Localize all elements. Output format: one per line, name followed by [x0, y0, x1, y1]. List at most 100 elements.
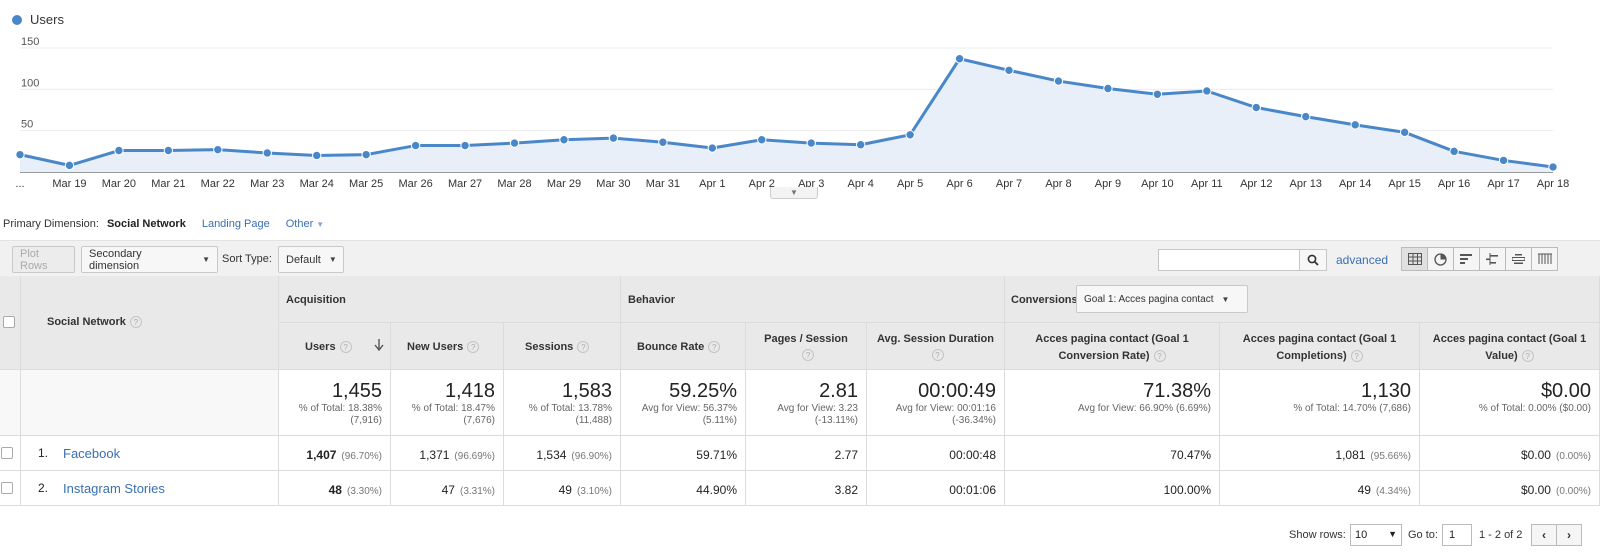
data-point[interactable]	[1004, 65, 1014, 76]
data-point[interactable]	[64, 160, 75, 171]
data-point[interactable]	[1498, 155, 1509, 166]
data-point[interactable]	[1301, 111, 1311, 122]
data-point[interactable]	[1449, 146, 1459, 157]
row-avg-duration-cell: 00:01:06	[867, 471, 1005, 506]
data-point[interactable]	[312, 150, 322, 161]
col-header-conv-rate[interactable]: Acces pagina contact (Goal 1 Conversion …	[1005, 323, 1220, 370]
row-new-users-cell: 47 (3.31%)	[391, 471, 504, 506]
search-button[interactable]	[1299, 249, 1327, 271]
row-instagram-stories-link[interactable]: Instagram Stories	[63, 481, 165, 496]
col-header-sessions[interactable]: Sessions?	[504, 323, 621, 370]
collapse-chart-handle[interactable]: ▼	[770, 187, 818, 199]
table-search-input[interactable]	[1158, 249, 1300, 271]
col-header-bounce-rate[interactable]: Bounce Rate?	[621, 323, 746, 370]
col-header-completions[interactable]: Acces pagina contact (Goal 1 Completions…	[1220, 323, 1420, 370]
col-header-avg-duration[interactable]: Avg. Session Duration?	[867, 323, 1005, 370]
summary-sessions-value: 1,583	[561, 380, 612, 402]
row-checkbox[interactable]	[1, 447, 13, 459]
dimension-landing-page[interactable]: Landing Page	[201, 218, 270, 230]
data-point[interactable]	[905, 130, 915, 140]
help-icon[interactable]: ?	[339, 341, 352, 354]
x-tick-label: Apr 6	[946, 178, 972, 190]
view-comparison-button[interactable]	[1479, 247, 1506, 271]
data-point[interactable]	[954, 54, 965, 64]
data-point[interactable]	[262, 148, 272, 158]
data-point[interactable]	[658, 137, 668, 147]
row-users-cell: 1,407 (96.70%)	[279, 436, 391, 471]
users-line-chart[interactable]: 50 100 150... Mar 19 Mar 20 Mar 21 Mar 22 Mar 2…	[0, 0, 1600, 200]
data-point[interactable]	[1202, 86, 1212, 96]
data-point[interactable]	[509, 138, 520, 148]
row-facebook-link[interactable]: Facebook	[63, 446, 121, 461]
data-point[interactable]	[15, 149, 25, 160]
data-point[interactable]	[163, 145, 174, 156]
help-icon[interactable]: ?	[1153, 350, 1166, 363]
goal-select-dropdown[interactable]: Goal 1: Acces pagina contact ▼	[1076, 285, 1248, 313]
data-point[interactable]	[806, 138, 816, 148]
summary-new-users: 1,418 % of Total: 18.47% (7,676)	[391, 370, 504, 436]
bar-list-icon	[1460, 254, 1472, 264]
data-point[interactable]	[559, 135, 569, 145]
data-point[interactable]	[1053, 76, 1064, 86]
data-point[interactable]	[361, 149, 371, 160]
x-tick-label: Apr 8	[1045, 178, 1071, 190]
data-point[interactable]	[1548, 162, 1558, 172]
view-table-button[interactable]	[1401, 247, 1428, 271]
help-icon[interactable]: ?	[1521, 350, 1534, 363]
summary-avg-duration-value: 00:00:49	[918, 380, 996, 402]
dimension-other[interactable]: Other ▼	[286, 218, 324, 230]
data-point[interactable]	[114, 145, 124, 156]
row-pages-session: 2.77	[834, 448, 858, 462]
secondary-dimension-dropdown[interactable]: Secondary dimension ▼	[81, 246, 218, 273]
data-point[interactable]	[213, 144, 223, 155]
next-page-button[interactable]: ›	[1556, 524, 1582, 546]
caret-down-icon: ▼	[328, 255, 337, 264]
data-point[interactable]	[855, 140, 866, 150]
goto-page-input[interactable]: 1	[1442, 524, 1472, 546]
col-header-value[interactable]: Acces pagina contact (Goal 1 Value)?	[1420, 323, 1600, 370]
help-icon[interactable]: ?	[802, 349, 814, 362]
prev-page-button[interactable]: ‹	[1531, 524, 1557, 546]
row-avg-duration: 00:01:06	[949, 483, 996, 497]
help-icon[interactable]: ?	[931, 349, 944, 362]
caret-down-icon: ▼	[316, 220, 325, 229]
row-checkbox[interactable]	[1, 482, 13, 494]
users-area	[20, 58, 1553, 172]
col-label-new-users: New Users	[407, 341, 464, 353]
view-performance-button[interactable]	[1453, 247, 1480, 271]
help-icon[interactable]: ?	[1350, 350, 1363, 363]
view-percentage-button[interactable]	[1427, 247, 1454, 271]
data-point[interactable]	[608, 133, 619, 143]
data-point[interactable]	[1399, 127, 1410, 138]
show-rows-select[interactable]: 10 ▼	[1350, 524, 1402, 546]
col-header-new-users[interactable]: New Users?	[391, 323, 504, 370]
select-all-cell	[0, 276, 21, 370]
view-pivot-button[interactable]	[1531, 247, 1558, 271]
search-icon	[1307, 254, 1319, 266]
data-point[interactable]	[410, 140, 421, 151]
sort-type-dropdown[interactable]: Default ▼	[278, 246, 344, 273]
select-all-checkbox[interactable]	[3, 316, 15, 328]
advanced-filter-link[interactable]: advanced	[1336, 253, 1389, 267]
plot-rows-button[interactable]: Plot Rows	[12, 246, 75, 273]
view-term-cloud-button[interactable]	[1505, 247, 1532, 271]
data-point[interactable]	[1152, 89, 1163, 99]
row-sessions-pct: (3.10%)	[576, 486, 612, 497]
help-icon[interactable]: ?	[708, 341, 721, 354]
dimension-header[interactable]: Social Network?	[47, 316, 142, 329]
data-point[interactable]	[460, 140, 470, 151]
x-tick-label: Mar 25	[349, 178, 383, 190]
col-header-users[interactable]: Users?	[279, 323, 391, 370]
data-point[interactable]	[707, 143, 718, 153]
dimension-social-network[interactable]: Social Network	[106, 218, 186, 230]
data-point[interactable]	[757, 135, 767, 145]
data-point[interactable]	[1103, 83, 1113, 94]
table-view-switcher	[1401, 247, 1558, 271]
help-icon[interactable]: ?	[577, 341, 590, 354]
help-icon[interactable]: ?	[467, 341, 480, 354]
row-value-cell: $0.00 (0.00%)	[1420, 436, 1600, 471]
col-header-pages-session[interactable]: Pages / Session?	[746, 323, 867, 370]
data-point[interactable]	[1350, 120, 1360, 130]
data-point[interactable]	[1251, 102, 1261, 113]
help-icon[interactable]: ?	[129, 316, 142, 329]
